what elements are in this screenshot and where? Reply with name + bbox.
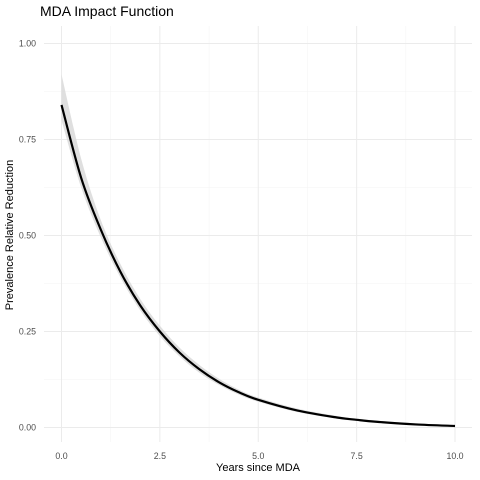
y-tick-label: 1.00	[19, 39, 36, 49]
y-axis-label: Prevalence Relative Reduction	[4, 160, 16, 310]
x-tick-label: 5.0	[252, 451, 264, 461]
x-tick-label: 0.0	[55, 451, 67, 461]
chart-title: MDA Impact Function	[40, 3, 174, 19]
y-tick-label: 0.50	[19, 231, 36, 241]
y-tick-label: 0.25	[19, 327, 36, 337]
x-axis-label: Years since MDA	[216, 462, 301, 474]
y-axis-ticks: 0.00 0.25 0.50 0.75 1.00	[19, 39, 36, 433]
x-tick-label: 2.5	[154, 451, 166, 461]
impact-curve-line	[60, 104, 456, 428]
x-tick-label: 7.5	[351, 451, 363, 461]
x-tick-label: 10.0	[446, 451, 463, 461]
y-tick-label: 0.00	[19, 423, 36, 433]
x-axis-ticks: 0.0 2.5 5.0 7.5 10.0	[55, 451, 463, 461]
y-tick-label: 0.75	[19, 135, 36, 145]
grid	[44, 26, 472, 442]
series-line-layer	[60, 104, 456, 428]
